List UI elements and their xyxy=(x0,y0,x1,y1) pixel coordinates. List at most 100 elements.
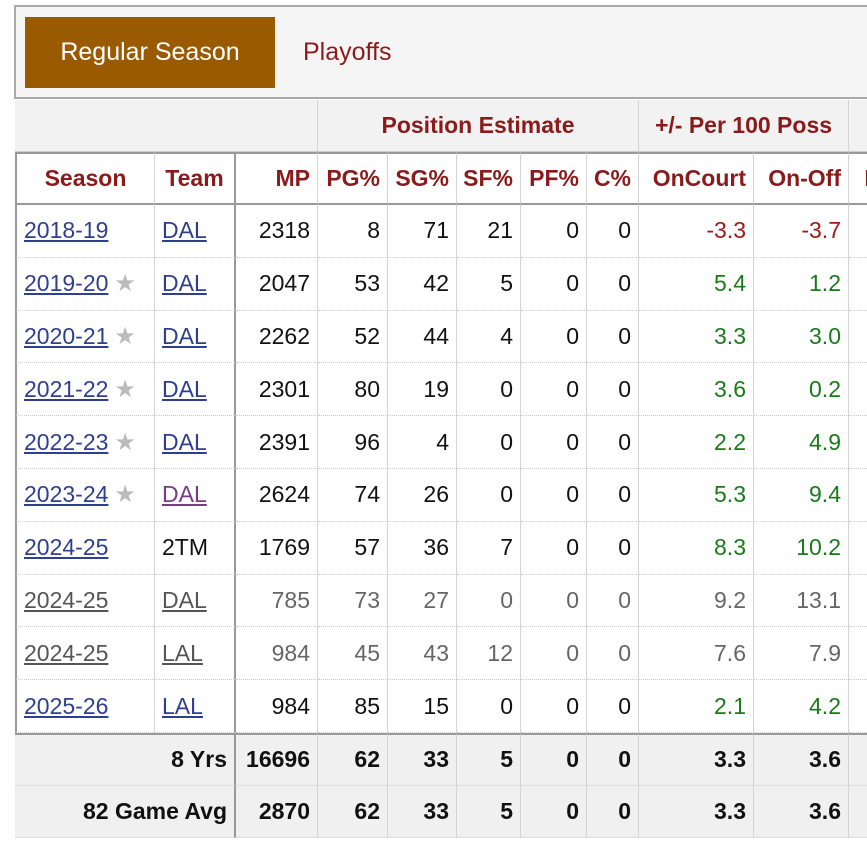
footer-cell: 0 xyxy=(521,733,587,786)
column-header: MP xyxy=(236,152,318,205)
table-cell: 0.2 xyxy=(754,363,849,417)
link[interactable]: 2022-23 xyxy=(24,428,109,455)
link[interactable]: DAL xyxy=(162,322,207,349)
table-cell: 0 xyxy=(587,680,639,733)
cell-text: 0 xyxy=(566,375,579,402)
column-header: SG% xyxy=(388,152,457,205)
table-cell: 53 xyxy=(318,257,388,311)
link[interactable]: LAL xyxy=(162,692,203,719)
link[interactable]: 2023-24 xyxy=(24,481,109,508)
link[interactable]: DAL xyxy=(162,270,207,297)
table-cell: 15 xyxy=(388,680,457,733)
table-cell: 0 xyxy=(521,680,587,733)
table-cell: -3.7 xyxy=(754,205,849,258)
cell-text: 26 xyxy=(423,481,449,508)
link[interactable]: 2024-25 xyxy=(24,586,109,613)
table-cell xyxy=(849,311,867,364)
table-cell: 0 xyxy=(457,574,521,628)
table-cell: 2018-19 xyxy=(15,205,155,258)
table-cell: 0 xyxy=(587,416,639,469)
footer-cell: 5 xyxy=(457,733,521,786)
table-cell: 45 xyxy=(318,627,388,681)
table-cell: 0 xyxy=(587,363,639,417)
link[interactable]: DAL xyxy=(162,217,207,244)
cell-text: 7.9 xyxy=(809,639,841,666)
cell-text: 53 xyxy=(354,270,380,297)
tab[interactable]: Playoffs xyxy=(303,38,392,66)
link[interactable]: DAL xyxy=(162,428,207,455)
table-cell: 2.2 xyxy=(639,416,754,469)
link[interactable]: 2024-25 xyxy=(24,639,109,666)
footer-cell: 3.6 xyxy=(754,785,849,838)
cell-text: 42 xyxy=(423,270,449,297)
table-cell: 71 xyxy=(388,205,457,258)
table-cell: 21 xyxy=(457,205,521,258)
table-cell: 42 xyxy=(388,257,457,311)
footer-cell: 0 xyxy=(521,785,587,838)
table-cell: 2047 xyxy=(236,257,318,311)
table-cell xyxy=(849,258,867,311)
table-cell: 0 xyxy=(587,257,639,311)
link[interactable]: 2019-20 xyxy=(24,270,109,297)
cell-text: 5.4 xyxy=(714,270,746,297)
footer-cell: 62 xyxy=(318,733,388,786)
table-cell: 80 xyxy=(318,363,388,417)
cell-text: 5.3 xyxy=(714,481,746,508)
cell-text: 2.2 xyxy=(714,428,746,455)
table-cell: 0 xyxy=(521,257,587,311)
cell-text: 7 xyxy=(500,534,513,561)
table-cell: 984 xyxy=(236,627,318,681)
table-cell: 43 xyxy=(388,627,457,681)
link[interactable]: 2020-21 xyxy=(24,322,109,349)
tab-active[interactable]: Regular Season xyxy=(25,17,275,88)
link[interactable]: 2024-25 xyxy=(24,534,109,561)
star-icon: ★ xyxy=(114,270,136,298)
link[interactable]: 2018-19 xyxy=(24,217,109,244)
footer-cell: 16696 xyxy=(236,733,318,786)
cell-text: 0 xyxy=(566,586,579,613)
table-cell: 785 xyxy=(236,574,318,628)
cell-text: -3.7 xyxy=(801,217,841,244)
cell-text: 4.9 xyxy=(809,428,841,455)
cell-text: 0 xyxy=(618,270,631,297)
table-cell: 3.3 xyxy=(639,310,754,364)
cell-text: 785 xyxy=(271,586,310,613)
cell-text: 3.6 xyxy=(714,375,746,402)
footer-cell: 2870 xyxy=(236,785,318,838)
link[interactable]: 2021-22 xyxy=(24,375,109,402)
table-cell: 8.3 xyxy=(639,521,754,575)
table-cell: 0 xyxy=(521,416,587,469)
link[interactable]: DAL xyxy=(162,586,207,613)
cell-text: 8.3 xyxy=(714,534,746,561)
table-cell: 0 xyxy=(587,205,639,258)
cell-text: 2262 xyxy=(258,322,310,349)
table-cell xyxy=(849,575,867,628)
cell-text: 0 xyxy=(566,534,579,561)
footer-cell: 0 xyxy=(587,733,639,786)
cell-text: 21 xyxy=(487,217,513,244)
link[interactable]: 2025-26 xyxy=(24,692,109,719)
table-cell: 0 xyxy=(521,310,587,364)
cell-text: 10.2 xyxy=(796,534,841,561)
link[interactable]: DAL xyxy=(162,375,207,402)
table-cell xyxy=(849,363,867,417)
table-cell: 4.9 xyxy=(754,416,849,469)
star-icon: ★ xyxy=(114,375,136,403)
column-header: C% xyxy=(587,152,639,205)
group-blank xyxy=(15,100,318,152)
table-cell: 2024-25 xyxy=(15,574,155,628)
footer-cell: 0 xyxy=(587,785,639,838)
table-cell: 8 xyxy=(318,205,388,258)
column-header: Season xyxy=(15,152,155,205)
group-header: Position Estimate xyxy=(318,100,639,152)
table-cell: 2024-25 xyxy=(15,627,155,681)
cell-text: 3.0 xyxy=(809,322,841,349)
table-cell: 0 xyxy=(457,416,521,469)
cell-text: 984 xyxy=(271,692,310,719)
table-cell: 74 xyxy=(318,469,388,522)
table-cell: 4.2 xyxy=(754,680,849,733)
cell-text: 0 xyxy=(500,428,513,455)
link[interactable]: DAL xyxy=(162,481,207,508)
link[interactable]: LAL xyxy=(162,639,203,666)
table-cell: 96 xyxy=(318,416,388,469)
